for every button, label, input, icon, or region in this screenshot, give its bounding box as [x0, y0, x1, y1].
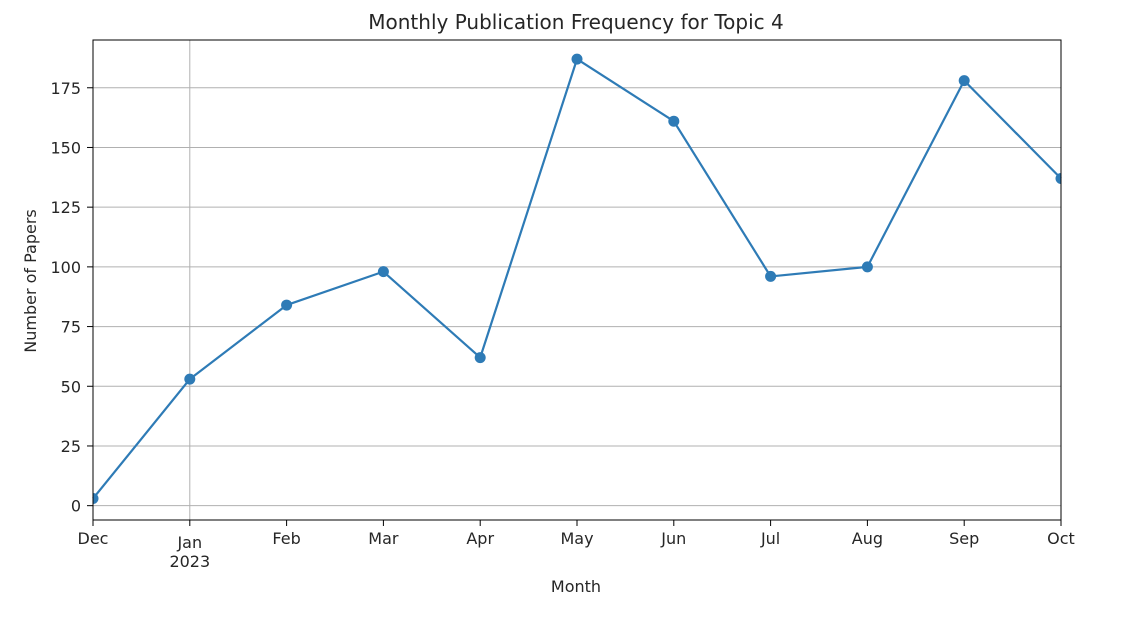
y-tick-label: 175 [50, 79, 81, 98]
series-layer [92, 53, 1062, 505]
data-point [571, 53, 583, 65]
data-point [1055, 173, 1061, 185]
plot-frame [92, 39, 1062, 521]
data-point [474, 352, 486, 364]
y-tick-label: 0 [71, 497, 81, 516]
y-tick-label: 75 [61, 318, 81, 337]
grid-layer [93, 40, 1061, 520]
x-tick-label: Dec [78, 529, 109, 548]
marker-group [93, 53, 1061, 505]
x-tick-label: Feb [272, 529, 300, 548]
data-point [668, 115, 680, 127]
x-tick-label: May [560, 529, 593, 548]
x-tick-label: Jun [660, 529, 686, 548]
y-tick-label: 100 [50, 258, 81, 277]
data-point [861, 261, 873, 273]
series-line [92, 58, 1062, 500]
x-tick-label: Aug [852, 529, 883, 548]
y-tick-label: 150 [50, 138, 81, 157]
data-point [184, 373, 196, 385]
x-tick-label: Jul [760, 529, 780, 548]
y-tick-label: 25 [61, 437, 81, 456]
y-tick-label: 50 [61, 377, 81, 396]
x-tick-label: Oct [1047, 529, 1075, 548]
data-point [958, 75, 970, 87]
data-point [281, 299, 293, 311]
tick-layer: 0 25 50 75 100 125 150 175 Dec Jan Feb Mar Apr May Jun… [50, 79, 1074, 571]
x-axis-title: Month [551, 577, 601, 596]
x-tick-label: Sep [949, 529, 979, 548]
data-point [765, 270, 777, 282]
y-tick-label: 125 [50, 198, 81, 217]
chart-title: Monthly Publication Frequency for Topic … [368, 10, 783, 34]
y-axis-title: Number of Papers [21, 209, 40, 353]
x-tick-label: Apr [466, 529, 494, 548]
data-point [93, 493, 99, 505]
data-point [377, 266, 389, 278]
x-tick-label: Mar [368, 529, 399, 548]
x-tick-label: Jan [176, 533, 202, 552]
x-tick-year-label: 2023 [169, 552, 210, 571]
